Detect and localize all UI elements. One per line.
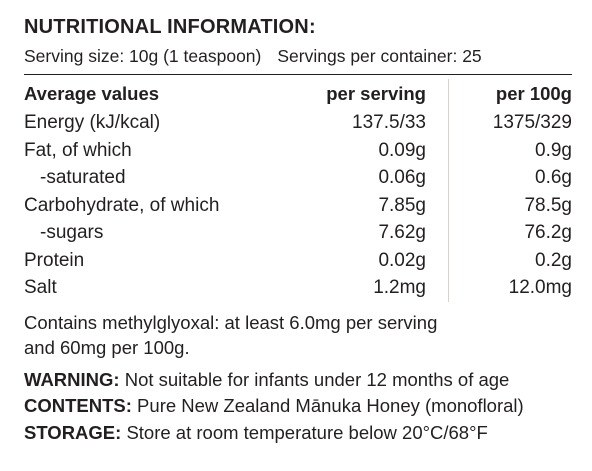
note-line-1: Contains methylglyoxal: at least 6.0mg p… <box>24 311 438 333</box>
row-per-serving: 0.02g <box>296 246 449 274</box>
contents-text: Pure New Zealand Mānuka Honey (monoflora… <box>131 395 524 416</box>
row-per-100g: 0.2g <box>535 249 572 271</box>
table-row: Energy (kJ/kcal) 137.5/33 1375/329 <box>24 109 572 137</box>
row-label: Energy (kJ/kcal) <box>24 112 161 133</box>
table-row: -saturated 0.06g 0.6g <box>24 164 572 192</box>
label-title: NUTRITIONAL INFORMATION: <box>24 16 316 38</box>
row-per-100g: 12.0mg <box>508 277 572 298</box>
row-per-100g: 0.6g <box>535 167 572 188</box>
table-row: -sugars 7.62g 76.2g <box>24 219 572 247</box>
row-per-serving: 7.62g <box>296 219 449 247</box>
warning-key: WARNING: <box>24 368 120 390</box>
table-row: Fat, of which 0.09g 0.9g <box>24 136 572 164</box>
storage-line: STORAGE: Store at room temperature below… <box>24 420 572 447</box>
row-per-100g: 76.2g <box>524 222 572 243</box>
storage-text: Store at room temperature below 20°C/68°… <box>121 421 488 443</box>
serving-info: Serving size: 10g (1 teaspoon) Servings p… <box>24 44 572 68</box>
servings-per-container: Servings per container: 25 <box>277 46 482 66</box>
contents-line: CONTENTS: Pure New Zealand Mānuka Honey … <box>24 393 572 420</box>
row-per-100g: 78.5g <box>524 194 572 216</box>
header-average-values: Average values <box>24 83 160 105</box>
header-per-serving: per serving <box>296 79 449 109</box>
methylglyoxal-note: Contains methylglyoxal: at least 6.0mg p… <box>24 310 572 360</box>
table-row: Carbohydrate, of which 7.85g 78.5g <box>24 191 572 219</box>
row-label: -saturated <box>40 167 126 188</box>
storage-key: STORAGE: <box>24 421 122 443</box>
row-per-serving: 0.06g <box>296 164 449 192</box>
row-per-100g: 0.9g <box>535 139 572 161</box>
serving-size: Serving size: 10g (1 teaspoon) <box>24 46 262 66</box>
warning-line: WARNING: Not suitable for infants under … <box>24 367 572 394</box>
row-per-serving: 1.2mg <box>296 274 449 302</box>
info-block: WARNING: Not suitable for infants under … <box>24 367 572 447</box>
divider-line <box>24 74 572 75</box>
row-label: Salt <box>24 277 57 298</box>
row-per-100g: 1375/329 <box>492 112 572 133</box>
row-label: -sugars <box>40 222 104 243</box>
table-row: Protein 0.02g 0.2g <box>24 246 572 274</box>
note-line-2: and 60mg per 100g. <box>24 336 190 358</box>
row-label: Protein <box>24 249 85 271</box>
contents-key: CONTENTS: <box>24 395 132 416</box>
table-row: Salt 1.2mg 12.0mg <box>24 274 572 302</box>
row-per-serving: 7.85g <box>296 191 449 219</box>
nutrition-table: Average values per serving per 100g Ener… <box>24 79 572 302</box>
header-per-100g: per 100g <box>495 83 572 105</box>
row-per-serving: 0.09g <box>296 136 449 164</box>
table-header-row: Average values per serving per 100g <box>24 79 572 109</box>
row-label: Fat, of which <box>24 139 132 161</box>
warning-text: Not suitable for infants under 12 months… <box>119 368 510 390</box>
row-per-serving: 137.5/33 <box>296 109 449 137</box>
row-label: Carbohydrate, of which <box>24 194 220 216</box>
